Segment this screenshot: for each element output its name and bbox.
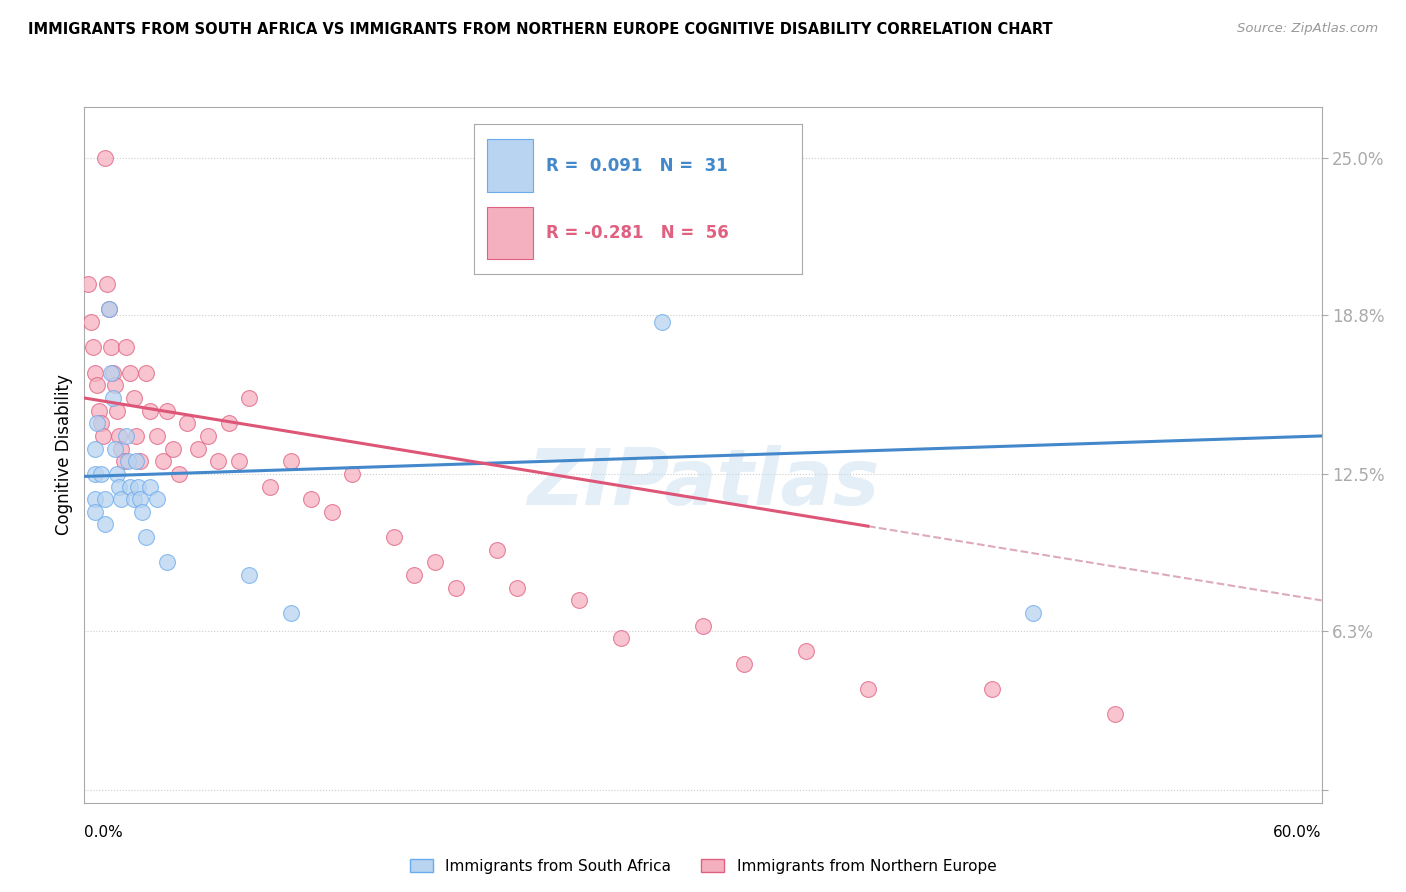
Point xyxy=(207,454,229,468)
Point xyxy=(105,467,128,481)
Point xyxy=(114,340,136,354)
Point xyxy=(794,644,817,658)
Point xyxy=(110,442,132,456)
Point xyxy=(506,581,529,595)
Point xyxy=(321,505,343,519)
Point xyxy=(145,429,167,443)
Point xyxy=(423,556,446,570)
Point xyxy=(145,492,167,507)
Point xyxy=(342,467,364,481)
Point xyxy=(485,542,508,557)
Point xyxy=(187,442,209,456)
Point xyxy=(692,618,714,632)
Point xyxy=(77,277,100,292)
Point xyxy=(129,492,152,507)
Text: IMMIGRANTS FROM SOUTH AFRICA VS IMMIGRANTS FROM NORTHERN EUROPE COGNITIVE DISABI: IMMIGRANTS FROM SOUTH AFRICA VS IMMIGRAN… xyxy=(28,22,1053,37)
Point xyxy=(103,366,125,380)
Point xyxy=(98,302,121,317)
Text: ZIPatlas: ZIPatlas xyxy=(527,445,879,521)
Point xyxy=(118,366,141,380)
Point xyxy=(856,681,879,696)
Point xyxy=(83,505,105,519)
Point xyxy=(1104,707,1126,722)
Point xyxy=(162,442,184,456)
Point xyxy=(197,429,219,443)
Point xyxy=(382,530,405,544)
Point xyxy=(135,530,157,544)
Point xyxy=(651,315,673,329)
Point xyxy=(131,505,153,519)
Point xyxy=(444,581,467,595)
Point xyxy=(83,467,105,481)
Point xyxy=(83,442,105,456)
Point xyxy=(122,391,145,405)
Point xyxy=(980,681,1002,696)
Point xyxy=(104,442,127,456)
Point xyxy=(91,429,114,443)
Text: 0.0%: 0.0% xyxy=(84,825,124,840)
Point xyxy=(238,568,260,582)
Point xyxy=(94,492,117,507)
Point xyxy=(100,366,122,380)
Point xyxy=(299,492,322,507)
Point xyxy=(82,340,104,354)
Point xyxy=(139,479,162,493)
Point xyxy=(104,378,127,392)
Point xyxy=(125,429,148,443)
Point xyxy=(94,151,117,165)
Point xyxy=(176,417,198,431)
Point xyxy=(125,454,148,468)
Point xyxy=(86,378,108,392)
Point xyxy=(280,454,302,468)
Point xyxy=(568,593,591,607)
Point xyxy=(218,417,240,431)
Point xyxy=(259,479,281,493)
Point xyxy=(79,315,101,329)
Point xyxy=(98,302,121,317)
Point xyxy=(228,454,250,468)
Point xyxy=(127,479,149,493)
Point xyxy=(156,556,179,570)
Text: Source: ZipAtlas.com: Source: ZipAtlas.com xyxy=(1237,22,1378,36)
Point xyxy=(280,606,302,620)
Point xyxy=(156,403,179,417)
Point xyxy=(129,454,152,468)
Point xyxy=(139,403,162,417)
Point xyxy=(90,417,112,431)
Point xyxy=(110,492,132,507)
Legend: Immigrants from South Africa, Immigrants from Northern Europe: Immigrants from South Africa, Immigrants… xyxy=(404,853,1002,880)
Point xyxy=(96,277,118,292)
Point xyxy=(112,454,135,468)
Point xyxy=(117,454,139,468)
Point xyxy=(1022,606,1045,620)
Point xyxy=(83,366,105,380)
Text: 60.0%: 60.0% xyxy=(1274,825,1322,840)
Point xyxy=(733,657,755,671)
Point xyxy=(118,479,141,493)
Point xyxy=(122,492,145,507)
Point xyxy=(108,479,131,493)
Point xyxy=(103,391,125,405)
Point xyxy=(86,417,108,431)
Point xyxy=(90,467,112,481)
Point xyxy=(167,467,190,481)
Point xyxy=(238,391,260,405)
Point xyxy=(83,492,105,507)
Point xyxy=(404,568,426,582)
Y-axis label: Cognitive Disability: Cognitive Disability xyxy=(55,375,73,535)
Point xyxy=(135,366,157,380)
Point xyxy=(152,454,174,468)
Point xyxy=(114,429,136,443)
Point xyxy=(105,403,128,417)
Point xyxy=(100,340,122,354)
Point xyxy=(94,517,117,532)
Point xyxy=(108,429,131,443)
Point xyxy=(609,632,631,646)
Point xyxy=(87,403,110,417)
